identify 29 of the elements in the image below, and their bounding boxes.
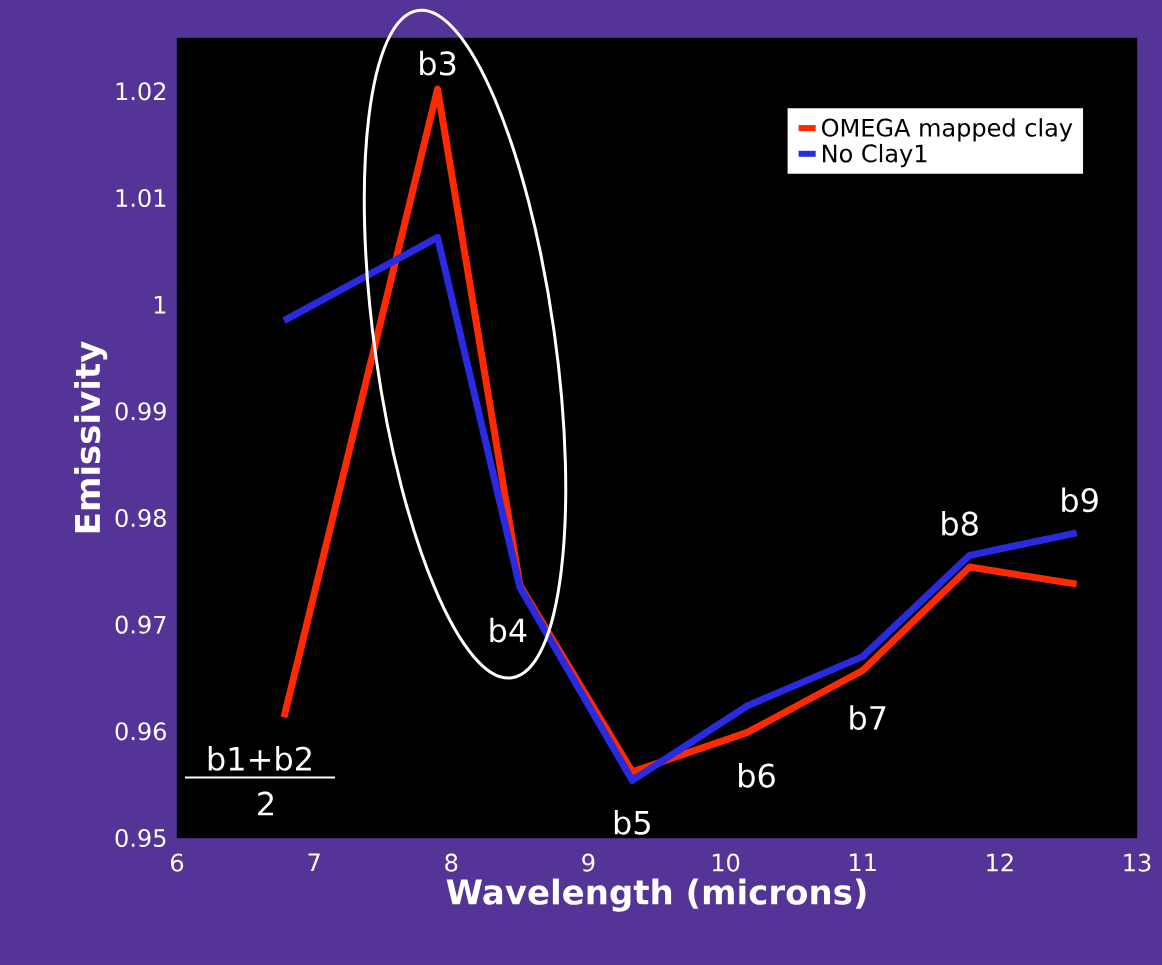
x-axis-title: Wavelength (microns): [446, 878, 866, 912]
y-tick-label: 0.99: [115, 402, 166, 421]
annotation: 2: [258, 791, 273, 816]
legend-label: OMEGA mapped clay: [822, 118, 1073, 142]
y-tick-label: 0.96: [115, 722, 166, 741]
x-tick-label: 13: [1124, 853, 1151, 872]
x-tick-label: 11: [850, 853, 876, 872]
x-tick-label: 10: [712, 853, 740, 872]
annotation: b3: [420, 50, 456, 76]
x-tick-label: 12: [987, 853, 1013, 872]
x-tick-label: 6: [171, 853, 184, 872]
y-tick-label: 0.97: [115, 615, 166, 634]
y-tick-label: 0.98: [115, 508, 166, 528]
annotation: b5: [614, 810, 650, 835]
annotation: b4: [490, 617, 527, 643]
x-tick-label: 9: [582, 853, 595, 872]
y-tick-label: 1.02: [116, 82, 166, 101]
y-tick-label: 0.95: [115, 828, 166, 848]
annotation: b6: [739, 763, 775, 788]
annotation: b7: [850, 705, 886, 730]
y-tick-label: 1.01: [116, 188, 166, 208]
annotation: b8: [942, 510, 978, 536]
legend-label: No Clay1: [823, 143, 927, 168]
y-axis-title: Emissivity: [74, 341, 108, 533]
annotation: b9: [1062, 487, 1098, 513]
annotation: b1+b2: [208, 746, 311, 771]
x-tick-label: 8: [445, 853, 458, 872]
x-tick-label: 7: [308, 853, 320, 872]
y-tick-label: 1: [154, 295, 166, 314]
